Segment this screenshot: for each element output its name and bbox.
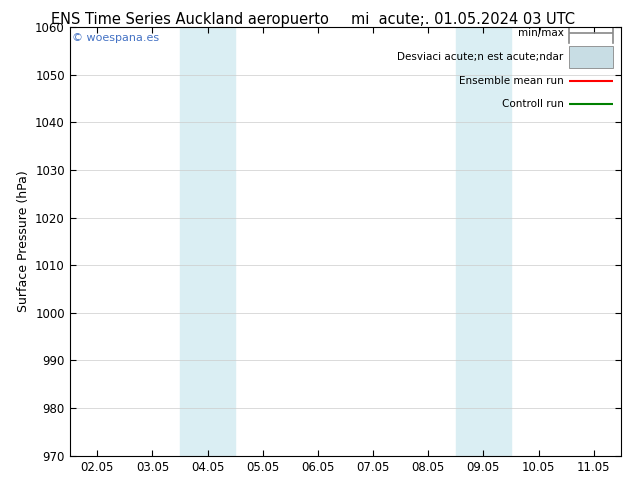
Bar xyxy=(456,27,511,456)
Bar xyxy=(180,27,235,456)
Bar xyxy=(569,46,613,68)
Text: mi  acute;. 01.05.2024 03 UTC: mi acute;. 01.05.2024 03 UTC xyxy=(351,12,575,27)
Text: Desviaci acute;n est acute;ndar: Desviaci acute;n est acute;ndar xyxy=(397,52,564,62)
Text: Controll run: Controll run xyxy=(501,99,564,109)
Text: © woespana.es: © woespana.es xyxy=(72,33,160,44)
Text: Ensemble mean run: Ensemble mean run xyxy=(458,75,564,86)
Text: ENS Time Series Auckland aeropuerto: ENS Time Series Auckland aeropuerto xyxy=(51,12,329,27)
Y-axis label: Surface Pressure (hPa): Surface Pressure (hPa) xyxy=(16,171,30,312)
Text: min/max: min/max xyxy=(517,28,564,38)
